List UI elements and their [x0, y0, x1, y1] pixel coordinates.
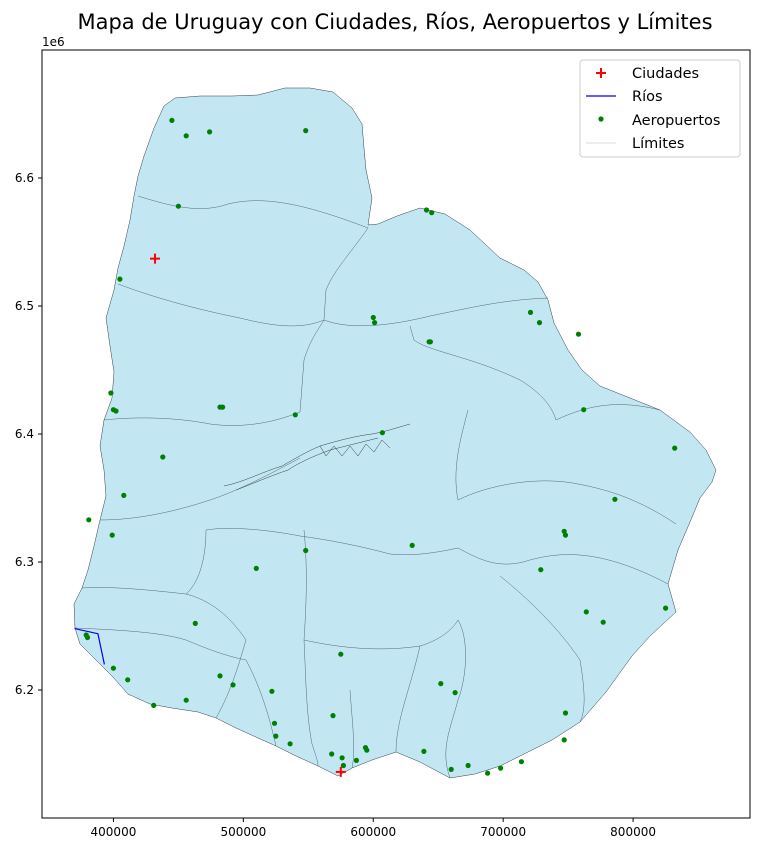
airport-point	[518, 759, 525, 765]
airport-point	[86, 517, 92, 523]
y-tick-label: 6.3	[15, 555, 34, 569]
legend-limits-label: Límites	[632, 136, 684, 152]
airport-point	[379, 430, 385, 436]
airport-point	[330, 713, 336, 719]
airport-point	[183, 697, 189, 703]
legend-airports-label: Aeropuertos	[632, 113, 721, 129]
airport-point	[303, 547, 309, 554]
airport-point	[561, 737, 567, 743]
city-layer	[150, 253, 346, 777]
river-layer	[74, 628, 105, 665]
airport-point	[581, 407, 587, 413]
airport-point	[292, 412, 298, 418]
airport-point	[338, 651, 344, 657]
airport-point	[110, 665, 116, 671]
airport-point	[303, 128, 309, 134]
airport-point	[109, 532, 115, 538]
airport-point	[84, 634, 91, 641]
legend-rivers-label: Ríos	[632, 89, 663, 105]
airport-point	[372, 320, 378, 326]
x-tick-label: 500000	[220, 825, 266, 839]
legend-cities-label: Ciudades	[632, 66, 699, 82]
map-area	[73, 87, 717, 779]
y-axis: 6.2 6.3 6.4 6.5 6.6	[15, 171, 42, 697]
airport-point	[465, 762, 471, 769]
legend: Ciudades Ríos Aeropuertos Límites	[579, 59, 741, 158]
airport-point	[108, 390, 114, 396]
airport-layer	[83, 117, 678, 776]
y-offset-label: 1e6	[42, 35, 65, 49]
department-boundaries	[74, 195, 677, 779]
airport-point	[175, 203, 181, 209]
airport-point	[121, 492, 127, 498]
airport-point	[498, 765, 504, 771]
airport-point	[536, 320, 543, 326]
airport-point	[672, 445, 678, 451]
airport-point	[575, 331, 582, 337]
airport-point	[117, 276, 123, 282]
airport-point	[217, 673, 223, 679]
airport-point	[612, 496, 618, 502]
airport-point	[269, 688, 275, 694]
airport-point	[287, 741, 293, 747]
airport-point	[448, 766, 454, 773]
airport-point	[663, 605, 669, 611]
airport-point	[600, 619, 606, 625]
y-tick-label: 6.2	[15, 683, 34, 697]
x-tick-label: 600000	[350, 825, 396, 839]
airport-point	[353, 757, 359, 764]
airport-point	[329, 751, 335, 757]
y-tick-label: 6.6	[15, 171, 34, 185]
airport-point	[113, 408, 119, 414]
airport-point	[562, 532, 569, 538]
x-tick-label: 800000	[610, 825, 656, 839]
x-tick-label: 700000	[480, 825, 526, 839]
airport-point	[125, 677, 131, 683]
city-marker	[150, 253, 161, 264]
airport-point	[253, 565, 259, 572]
x-axis: 400000 500000 600000 700000 800000	[91, 818, 656, 839]
airport-point	[339, 755, 345, 761]
legend-cities-marker	[596, 68, 606, 78]
airport-point	[370, 314, 376, 321]
river-line	[74, 628, 105, 665]
airport-point	[452, 690, 458, 696]
y-tick-label: 6.5	[15, 299, 34, 313]
airport-point	[207, 129, 213, 135]
airport-point	[273, 733, 279, 739]
airport-point	[485, 770, 491, 776]
airport-point	[423, 207, 430, 213]
map-title: Mapa de Uruguay con Ciudades, Ríos, Aero…	[77, 10, 712, 34]
airport-point	[562, 710, 569, 716]
y-tick-label: 6.4	[15, 427, 34, 441]
x-tick-label: 400000	[91, 825, 137, 839]
airport-point	[421, 748, 427, 755]
airport-point	[429, 210, 435, 216]
airport-point	[438, 681, 444, 687]
airport-point	[538, 567, 544, 573]
airport-point	[340, 762, 346, 769]
airport-point	[183, 133, 189, 139]
airport-point	[160, 454, 166, 460]
legend-box	[579, 59, 741, 158]
city-marker	[335, 766, 346, 777]
airport-point	[271, 720, 278, 726]
airport-point	[527, 309, 534, 315]
airport-point	[364, 747, 370, 753]
airport-point	[151, 702, 157, 709]
airport-point	[230, 682, 236, 688]
airport-point	[409, 542, 415, 549]
legend-airports-marker	[598, 116, 604, 122]
airport-point	[220, 404, 226, 410]
airport-point	[583, 609, 589, 615]
airport-point	[427, 339, 433, 345]
airport-point	[192, 620, 198, 627]
airport-point	[169, 117, 175, 123]
uruguay-landmass	[73, 87, 717, 779]
